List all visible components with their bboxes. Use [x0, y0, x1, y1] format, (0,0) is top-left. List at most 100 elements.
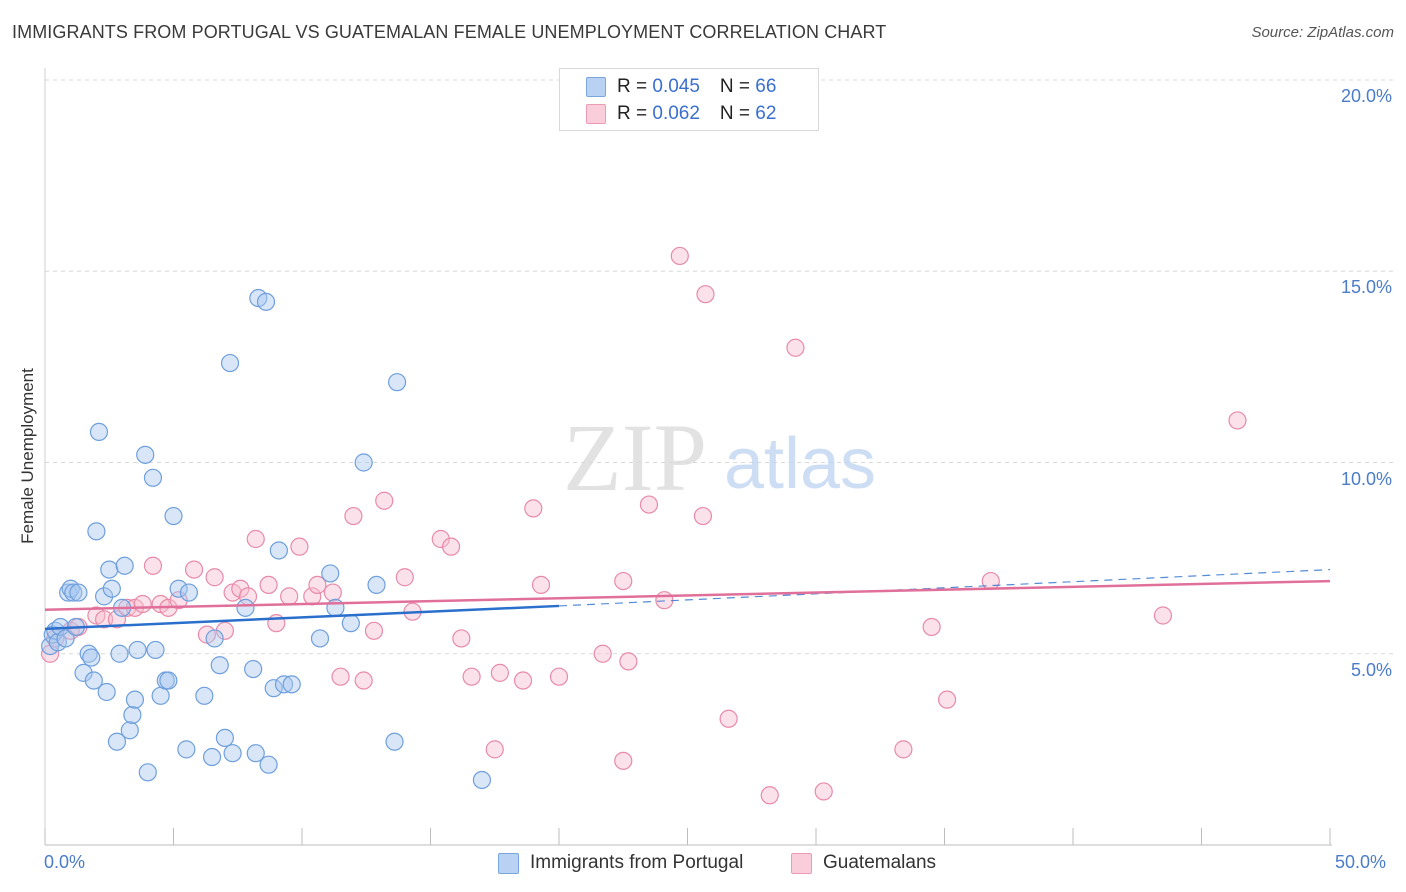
guatemalans-point-44: [531, 575, 551, 595]
portugal-point-58: [321, 564, 340, 583]
portugal-point-5: [56, 629, 75, 648]
portugal-point-24: [115, 556, 134, 575]
portugal-point-48: [244, 659, 263, 679]
portugal-point-26: [123, 705, 142, 725]
series-immigrants-from-portugal: [41, 288, 491, 790]
guatemalans-point-31: [354, 671, 373, 690]
guatemalans-point-48: [614, 571, 633, 591]
guatemalans-point-25: [290, 537, 309, 556]
guatemalans-point-30: [344, 506, 363, 526]
guatemalans-point-57: [786, 338, 805, 357]
grid-layer: [45, 79, 1395, 655]
guatemalans-point-49: [619, 652, 638, 671]
guatemalans-point-21: [246, 529, 265, 549]
y-tick-label-0: 5.0%: [1350, 659, 1392, 680]
portugal-point-14: [84, 671, 103, 690]
bottom-legend-label-portugal: Immigrants from Portugal: [530, 852, 744, 873]
portugal-point-10: [69, 583, 88, 602]
portugal-point-28: [128, 640, 147, 660]
legend-r-label: R =: [617, 103, 653, 124]
guatemalans-point-19: [231, 579, 250, 598]
guatemalans-point-64: [1228, 411, 1247, 430]
y-axis-label: Female Unemployment: [18, 368, 37, 544]
legend-swatch-pink: [586, 104, 606, 124]
portugal-point-20: [102, 579, 121, 598]
guatemalans-point-43: [524, 499, 543, 518]
watermark: ZIP atlas: [563, 404, 876, 511]
portugal-point-37: [169, 579, 188, 598]
legend-n-value: 62: [755, 103, 777, 124]
watermark-atlas: atlas: [724, 424, 876, 504]
guatemalans-point-33: [375, 491, 394, 510]
bottom-legend-swatch-pink: [791, 853, 812, 874]
y-tick-label-3: 20.0%: [1340, 86, 1392, 106]
axes-layer: [44, 68, 1332, 846]
portugal-point-32: [146, 640, 165, 660]
legend-n-label: N =: [719, 76, 756, 97]
y-tick-label-1: 10.0%: [1340, 468, 1392, 489]
portugal-point-65: [472, 770, 491, 790]
guatemalans-point-50: [639, 495, 659, 514]
portugal-point-22: [110, 644, 129, 663]
guatemalans-point-40: [485, 740, 504, 759]
guatemalans-point-60: [922, 617, 941, 637]
portugal-point-33: [151, 686, 170, 705]
guatemalans-point-24: [280, 587, 299, 606]
legend-n-value: 66: [755, 76, 777, 97]
guatemalans-point-14: [184, 560, 204, 579]
guatemalans-point-41: [490, 663, 509, 682]
guatemalans-point-63: [1153, 606, 1173, 625]
guatemalans-point-10: [143, 556, 163, 575]
legend-text-portugal: R = 0.045 N = 66: [617, 76, 776, 98]
portugal-point-43: [210, 656, 229, 675]
guatemalans-point-56: [760, 786, 779, 805]
guatemalans-point-38: [452, 629, 471, 648]
bottom-legend-label-guatemalans: Guatemalans: [823, 852, 937, 873]
portugal-point-53: [264, 679, 283, 698]
y-tick-label-2: 15.0%: [1340, 277, 1392, 298]
stats-legend: R = 0.045 N = 66 R = 0.062 N = 62: [559, 68, 819, 131]
portugal-point-57: [310, 629, 330, 648]
guatemalans-point-27: [308, 575, 327, 595]
portugal-point-35: [159, 671, 178, 690]
guatemalans-point-45: [549, 667, 569, 686]
guatemalans-point-16: [205, 568, 224, 587]
trend-lines: [44, 569, 1331, 631]
portugal-point-38: [177, 740, 196, 759]
portugal-point-61: [354, 453, 373, 472]
portugal-point-27: [125, 690, 145, 709]
portugal-point-52: [259, 755, 278, 774]
guatemalans-trend-line: [44, 579, 1331, 612]
guatemalans-point-52: [670, 246, 689, 266]
portugal-point-30: [138, 763, 157, 782]
portugal-point-44: [215, 728, 234, 748]
guatemalans-point-42: [513, 671, 533, 690]
portugal-point-60: [341, 614, 360, 633]
legend-r-value: 0.045: [652, 76, 700, 97]
guatemalans-point-9: [133, 594, 152, 614]
guatemalans-point-59: [894, 740, 913, 759]
portugal-point-17: [95, 587, 114, 606]
guatemalans-point-58: [814, 782, 833, 801]
guatemalans-point-28: [323, 583, 342, 602]
portugal-point-8: [64, 583, 83, 602]
portugal-point-21: [107, 732, 127, 751]
legend-r-value: 0.062: [652, 103, 700, 124]
guatemalans-point-17: [215, 621, 234, 640]
guatemalans-point-34: [395, 568, 414, 587]
portugal-point-41: [202, 747, 222, 767]
portugal-trend-extension: [558, 569, 1331, 607]
legend-swatch-blue: [586, 77, 606, 97]
portugal-point-31: [143, 468, 163, 487]
chart-title: IMMIGRANTS FROM PORTUGAL VS GUATEMALAN F…: [12, 22, 887, 42]
x-tick-label-min: 0.0%: [44, 852, 86, 872]
portugal-point-45: [220, 353, 240, 373]
portugal-point-40: [195, 686, 214, 705]
guatemalans-point-36: [431, 529, 450, 549]
guatemalans-point-51: [655, 591, 674, 610]
guatemalans-point-32: [364, 621, 384, 640]
portugal-point-15: [87, 522, 106, 541]
legend-text-guatemalans: R = 0.062 N = 62: [617, 103, 776, 125]
portugal-point-56: [282, 675, 301, 694]
